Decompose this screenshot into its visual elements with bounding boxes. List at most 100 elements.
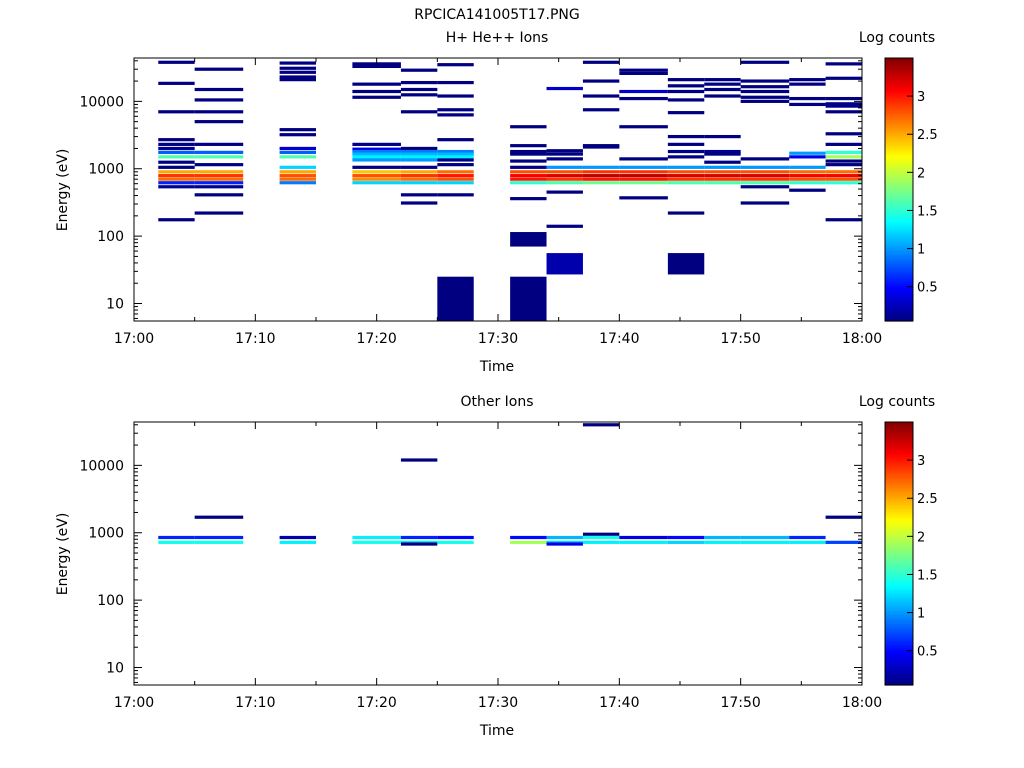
- colorbar-segment: [885, 266, 913, 269]
- heatmap-cell: [825, 177, 862, 181]
- heatmap-cell: [158, 540, 195, 544]
- colorbar-frame: [884, 57, 914, 322]
- heatmap-cell: [400, 146, 438, 151]
- heatmap-cell: [400, 193, 438, 197]
- colorbar-segment: [885, 79, 913, 83]
- heatmap-cell: [582, 423, 620, 427]
- colorbar-segment: [885, 136, 913, 140]
- colorbar-segment: [885, 119, 913, 123]
- colorbar-segment: [885, 514, 913, 517]
- colorbar-segment: [885, 259, 913, 263]
- heatmap-cell: [510, 540, 547, 544]
- colorbar-segment: [885, 150, 913, 153]
- heatmap-cell: [582, 94, 620, 98]
- heatmap-cell: [740, 181, 790, 185]
- panel-title: H+ He++ Ions: [446, 30, 549, 46]
- colorbar-segment: [885, 581, 913, 585]
- heatmap-cell: [789, 102, 826, 107]
- colorbar-segment: [885, 211, 913, 215]
- heatmap-cell: [158, 174, 195, 178]
- heatmap-cell: [400, 540, 438, 544]
- heatmap-cell: [437, 152, 474, 156]
- colorbar-segment: [885, 239, 913, 243]
- heatmap-cell: [352, 158, 401, 162]
- x-tick-label: 17:30: [478, 331, 518, 347]
- heatmap-cell: [194, 540, 244, 544]
- heatmap-cell: [400, 158, 438, 162]
- colorbar-segment: [885, 426, 913, 430]
- colorbar-segment: [885, 99, 913, 103]
- heatmap-cell: [352, 155, 401, 159]
- colorbar-segment: [885, 301, 913, 305]
- heatmap-cell: [510, 125, 547, 129]
- heatmap-cell: [582, 79, 620, 83]
- heatmap-cell: [352, 89, 401, 94]
- colorbar-segment: [885, 649, 913, 653]
- heatmap-cell: [546, 542, 583, 546]
- colorbar-segment: [885, 505, 913, 509]
- colorbar-segment: [885, 58, 913, 61]
- heatmap-cell: [619, 535, 668, 540]
- heatmap-cell: [194, 98, 244, 102]
- heatmap-cell: [740, 174, 790, 178]
- heatmap-cell: [158, 138, 195, 142]
- heatmap-cell: [158, 181, 195, 185]
- figure-title: RPCICA141005T17.PNG: [414, 7, 579, 23]
- colorbar-segment: [885, 603, 913, 607]
- heatmap-cell: [400, 458, 438, 462]
- colorbar-segment: [885, 535, 913, 539]
- colorbar-segment: [885, 461, 913, 465]
- heatmap-cell: [619, 170, 668, 174]
- heatmap-cell: [437, 80, 474, 85]
- x-tick-label: 17:40: [599, 695, 639, 711]
- colorbar-segment: [885, 296, 913, 300]
- heatmap-cell: [352, 540, 401, 544]
- y-tick-label: 100: [97, 229, 124, 245]
- colorbar-segment: [885, 93, 913, 96]
- colorbar-segment: [885, 454, 913, 458]
- colorbar-segment: [885, 470, 913, 474]
- heatmap-cell: [352, 152, 401, 156]
- colorbar-segment: [885, 492, 913, 495]
- colorbar-segment: [885, 222, 913, 226]
- colorbar-segment: [885, 641, 913, 644]
- colorbar-segment: [885, 478, 913, 482]
- heatmap-cell: [667, 89, 705, 94]
- colorbar-segment: [885, 647, 913, 651]
- heatmap-cell: [704, 535, 741, 540]
- colorbar-segment: [885, 463, 913, 467]
- colorbar-segment: [885, 62, 913, 66]
- heatmap-cell: [352, 535, 401, 540]
- colorbar-segment: [885, 579, 913, 583]
- colorbar-segment: [885, 237, 913, 241]
- heatmap-cells: [158, 60, 862, 321]
- heatmap-cell: [789, 78, 826, 82]
- heatmap-cell: [194, 211, 244, 215]
- heatmap-cell: [546, 181, 583, 185]
- colorbar-segment: [885, 435, 913, 438]
- panel-title: Other Ions: [460, 394, 533, 410]
- colorbar-segment: [885, 645, 913, 649]
- colorbar-segment: [885, 180, 913, 184]
- colorbar-segment: [885, 128, 913, 131]
- colorbar-segment: [885, 257, 913, 261]
- colorbar-segment: [885, 516, 913, 520]
- colorbar-segment: [885, 154, 913, 158]
- colorbar-segment: [885, 457, 913, 460]
- panel-other-ions: Other Ions Log counts Time Energy (eV) 1…: [55, 394, 938, 739]
- heatmap-cell: [789, 155, 826, 159]
- colorbar-segment: [885, 658, 913, 662]
- colorbar-segment: [885, 90, 913, 94]
- heatmap-cell: [740, 177, 790, 181]
- heatmap-cell: [510, 177, 547, 181]
- colorbar-segment: [885, 134, 913, 138]
- heatmap-cell: [704, 78, 741, 82]
- colorbar-segment: [885, 511, 913, 515]
- colorbar-segment: [885, 531, 913, 535]
- heatmap-cell: [546, 190, 583, 194]
- colorbar-segment: [885, 60, 913, 63]
- colorbar-tick-label: 1: [917, 607, 925, 622]
- heatmap-cell: [619, 157, 668, 161]
- heatmap-cell: [400, 68, 438, 72]
